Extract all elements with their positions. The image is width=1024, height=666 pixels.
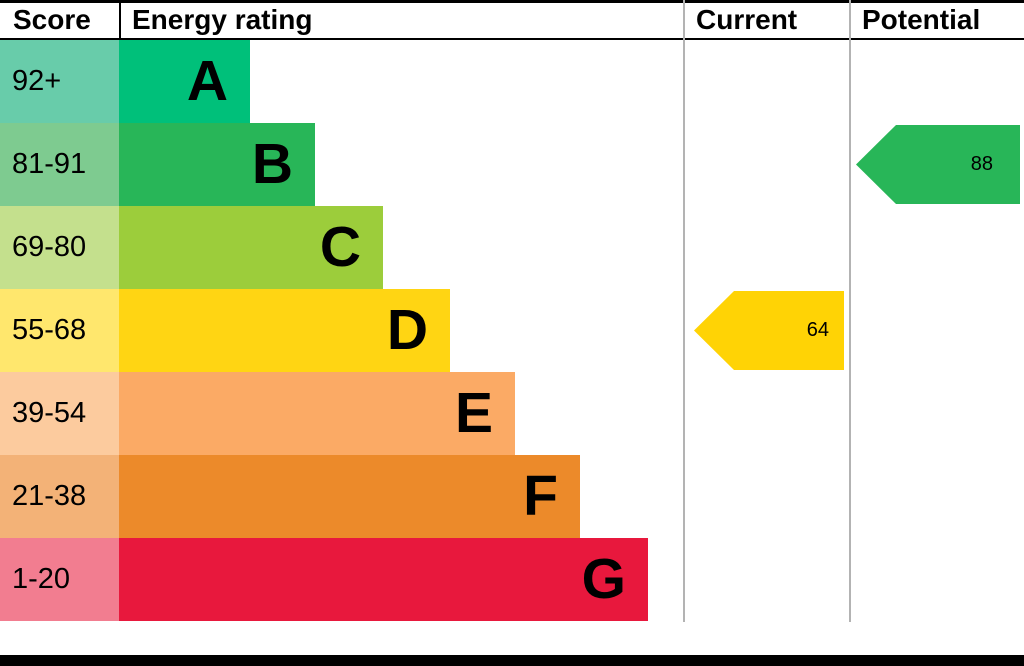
current-column-divider <box>683 0 685 622</box>
band-bar: C <box>119 206 383 289</box>
band-row: 39-54 E <box>0 372 1024 455</box>
band-bar: A <box>119 40 250 123</box>
potential-rating-arrow: 88 <box>856 125 1020 204</box>
band-letter: C <box>319 215 361 279</box>
band-letter: E <box>454 381 493 445</box>
band-letter: F <box>523 464 558 528</box>
score-header: Score <box>13 4 91 35</box>
band-bar: G <box>119 538 648 621</box>
band-score-range: 92+ <box>0 40 119 123</box>
band-score-range: 81-91 <box>0 123 119 206</box>
bottom-border <box>0 655 1024 666</box>
potential-header: Potential <box>862 4 981 35</box>
band-letter: G <box>581 547 626 611</box>
band-bar: E <box>119 372 515 455</box>
band-letter: D <box>386 298 428 362</box>
band-row: 1-20 G <box>0 538 1024 621</box>
band-row: 92+ A <box>0 40 1024 123</box>
band-bar: D <box>119 289 450 372</box>
band-row: 69-80 C <box>0 206 1024 289</box>
header-row: Score Energy rating Current Potential <box>0 0 1024 40</box>
band-score-range: 69-80 <box>0 206 119 289</box>
current-rating-value: 64 <box>806 319 829 341</box>
band-letter: B <box>251 132 293 196</box>
band-score-range: 21-38 <box>0 455 119 538</box>
potential-column-divider <box>849 0 851 622</box>
band-bar: B <box>119 123 315 206</box>
band-row: 81-91 B <box>0 123 1024 206</box>
potential-rating-value: 88 <box>970 153 993 175</box>
band-score-range: 55-68 <box>0 289 119 372</box>
band-row: 55-68 D <box>0 289 1024 372</box>
energy-rating-header: Energy rating <box>132 4 313 35</box>
band-score-range: 1-20 <box>0 538 119 621</box>
band-letter: A <box>186 49 228 113</box>
band-score-range: 39-54 <box>0 372 119 455</box>
score-header-divider <box>119 0 121 40</box>
band-row: 21-38 F <box>0 455 1024 538</box>
current-header: Current <box>696 4 798 35</box>
band-bar: F <box>119 455 580 538</box>
bands-area: 92+ A 81-91 B 69-80 C 55-68 D 39-54 E 21… <box>0 40 1024 621</box>
